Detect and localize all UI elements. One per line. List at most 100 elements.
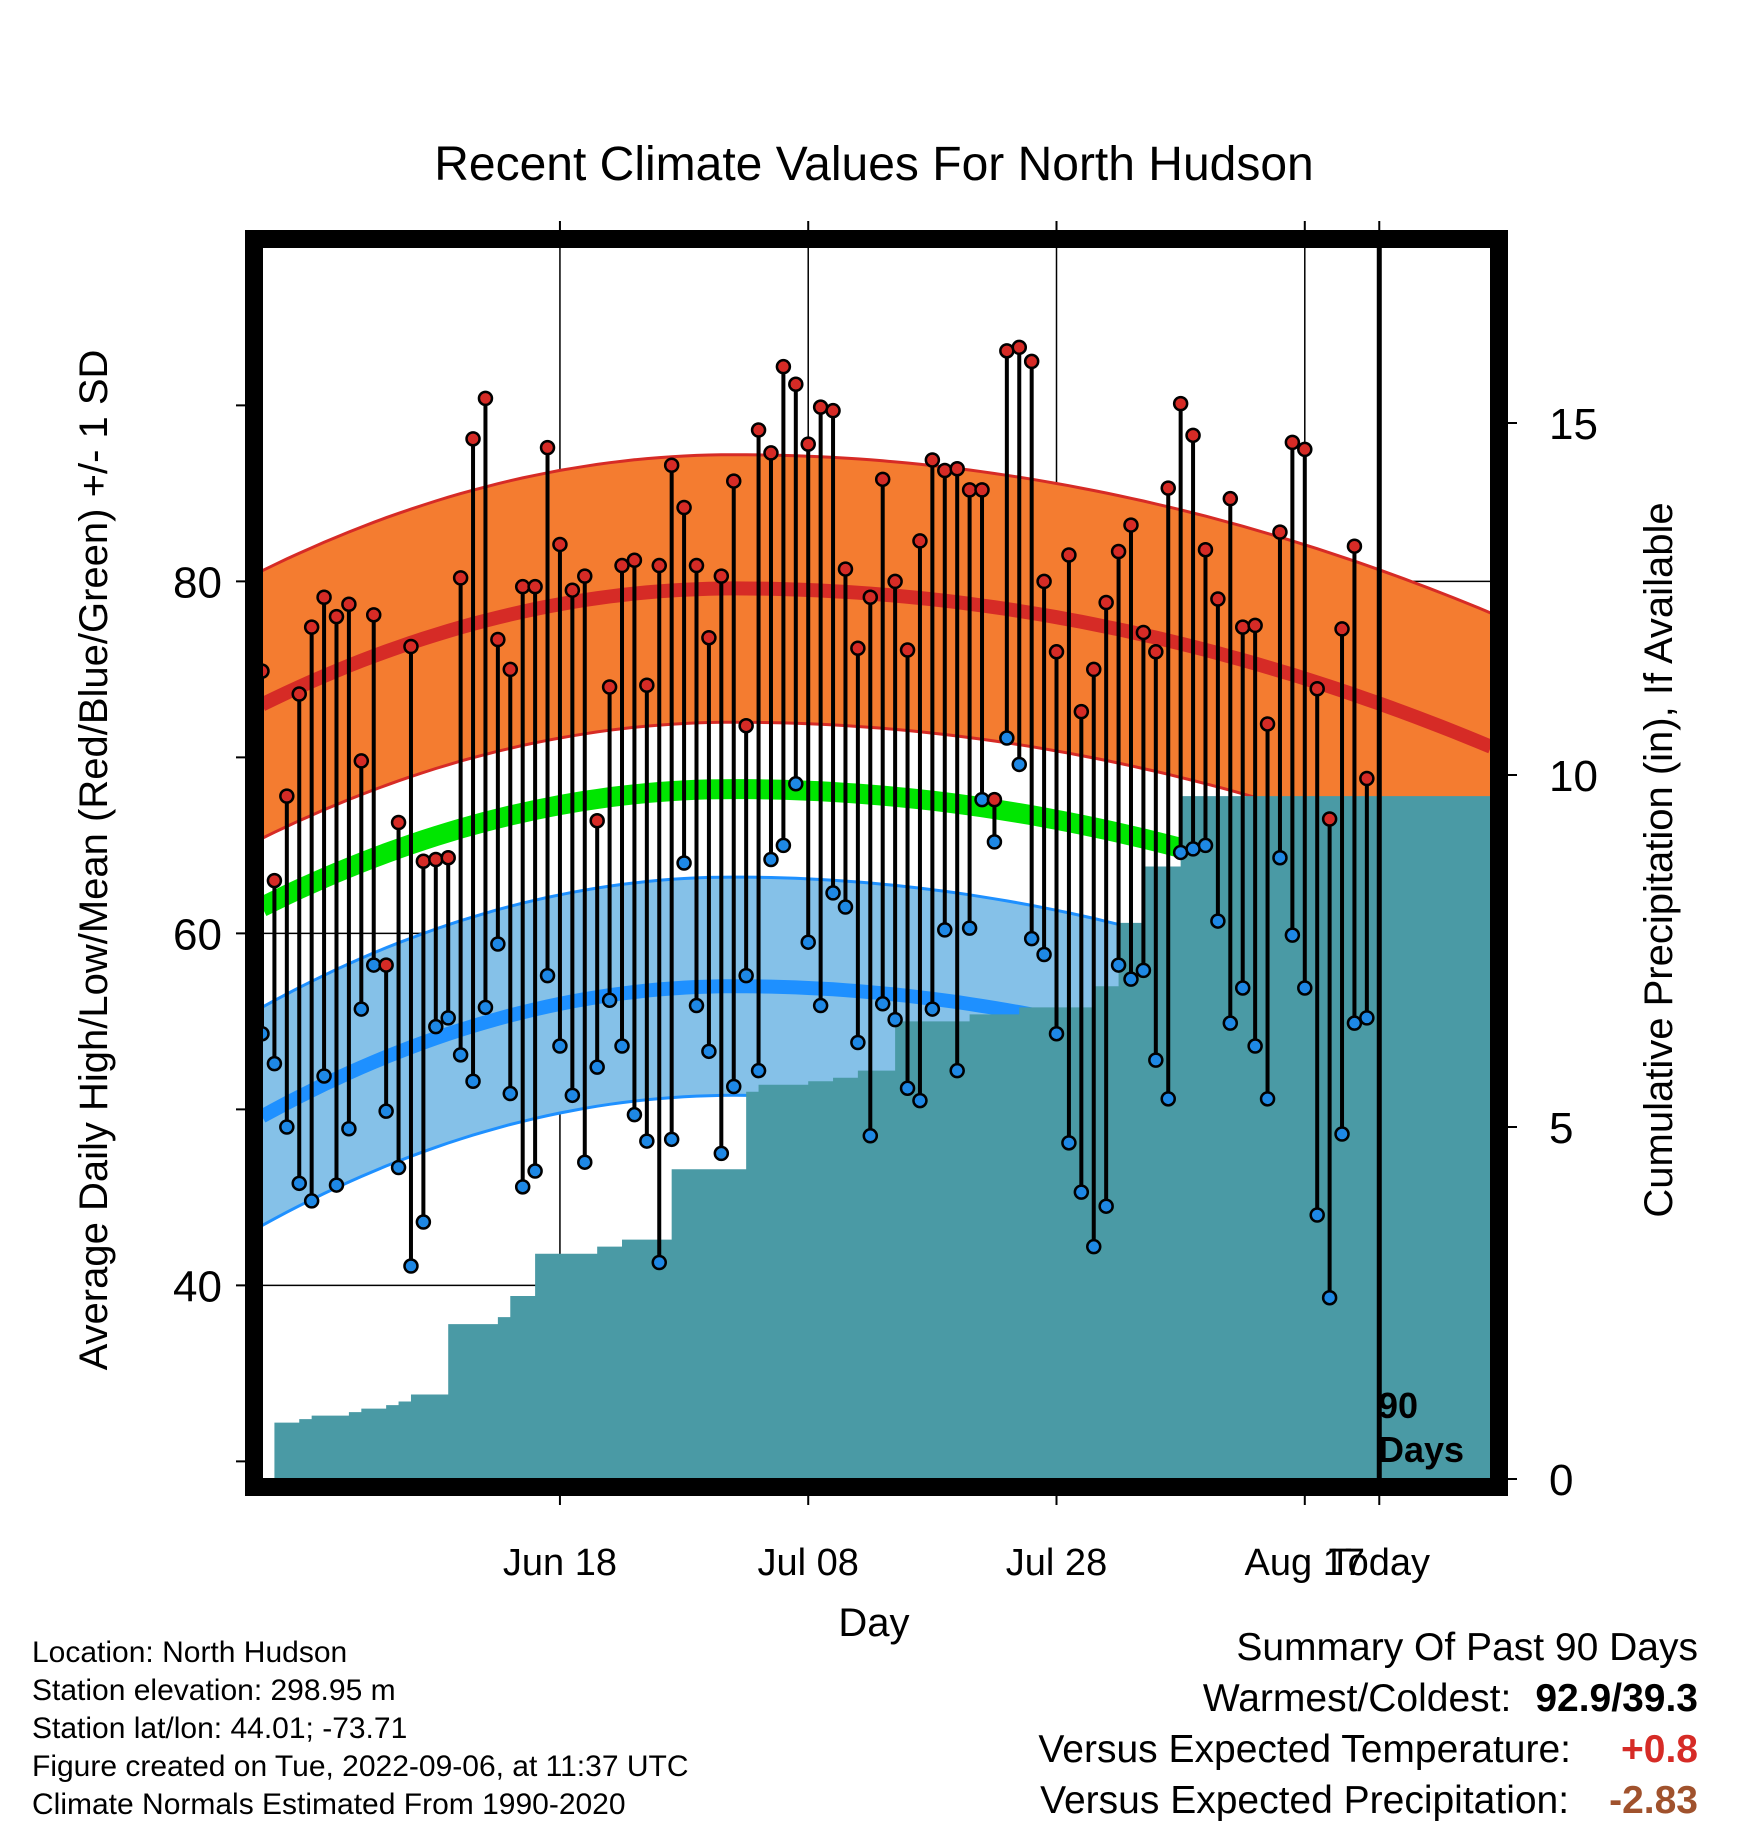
daily-low-point <box>303 1193 320 1209</box>
precip-value: -2.83 <box>1609 1779 1698 1822</box>
x-tick-label: Aug 17 <box>1245 1542 1365 1584</box>
daily-low-point <box>800 934 816 950</box>
daily-high-point <box>1148 644 1164 660</box>
daily-low-point <box>1048 1025 1065 1042</box>
daily-high-point <box>1334 621 1350 637</box>
daily-high-point <box>1135 624 1152 641</box>
daily-high-point <box>303 619 320 635</box>
daily-low-point <box>1247 1038 1263 1054</box>
daily-high-point <box>912 533 928 549</box>
daily-low-point <box>1222 1015 1239 1031</box>
daily-low-point <box>812 997 829 1014</box>
daily-high-point <box>1272 524 1288 540</box>
daily-low-point <box>850 1034 866 1051</box>
daily-low-point <box>465 1073 481 1089</box>
daily-low-point <box>949 1062 965 1079</box>
daily-high-point <box>651 557 668 574</box>
daily-low-point <box>924 1001 941 1017</box>
daily-low-point <box>1197 837 1214 854</box>
daily-low-point <box>663 1131 680 1148</box>
daily-high-point <box>1123 517 1139 533</box>
daily-high-point <box>937 462 953 479</box>
daily-low-point <box>1011 756 1028 773</box>
daily-low-point <box>825 885 841 901</box>
station-elevation: Station elevation: 298.95 m <box>32 1674 396 1707</box>
daily-low-point <box>999 730 1015 746</box>
chart-title: Recent Climate Values For North Hudson <box>434 138 1314 191</box>
daily-low-point <box>1185 841 1201 857</box>
daily-low-point <box>1073 1184 1090 1200</box>
daily-high-point <box>626 552 643 569</box>
daily-high-point <box>328 608 345 625</box>
x-tick-label: Jul 28 <box>1006 1542 1107 1584</box>
daily-range-stems <box>260 347 1369 1298</box>
daily-low-point <box>589 1059 605 1075</box>
daily-high-point <box>1023 353 1040 370</box>
daily-high-point <box>1110 543 1127 560</box>
daily-low-point <box>291 1175 307 1192</box>
daily-high-point <box>924 452 941 468</box>
daily-low-point <box>415 1214 432 1230</box>
summary-panel: Summary Of Past 90 Days Warmest/Coldest:… <box>1038 1622 1698 1826</box>
daily-high-point <box>1197 541 1214 558</box>
daily-low-point <box>986 834 1003 850</box>
y-tick-label-left: 60 <box>173 910 222 959</box>
daily-low-point <box>1085 1238 1102 1255</box>
daily-low-point <box>502 1085 519 1102</box>
high-normal-band <box>262 454 1491 881</box>
daily-high-point <box>763 445 779 461</box>
daily-high-point <box>490 631 506 648</box>
daily-low-point <box>837 899 854 915</box>
daily-low-point <box>1123 971 1139 987</box>
daily-low-point <box>651 1254 668 1271</box>
daily-high-point <box>887 573 903 590</box>
high-band-upper-edge <box>261 453 1492 615</box>
daily-high-point <box>1321 811 1338 827</box>
daily-low-point <box>626 1106 643 1123</box>
y-axis-label-left: Average Daily High/Low/Mean (Red/Blue/Gr… <box>72 350 116 1371</box>
plot-border <box>245 230 1508 1496</box>
daily-high-point <box>862 589 879 605</box>
daily-high-point <box>800 436 816 452</box>
daily-high-point <box>874 471 891 488</box>
daily-low-point <box>912 1092 928 1109</box>
daily-low-point <box>1148 1052 1164 1068</box>
daily-high-point <box>974 482 990 498</box>
daily-high-point <box>899 642 916 658</box>
summary-warmest-row: Warmest/Coldest: 92.9/39.3 <box>1038 1673 1698 1724</box>
daily-low-point <box>688 997 705 1014</box>
station-location: Location: North Hudson <box>32 1636 348 1669</box>
daily-high-point <box>452 570 469 586</box>
y-tick-label-right: 10 <box>1549 752 1598 801</box>
daily-low-point <box>1036 946 1052 963</box>
daily-high-point <box>279 788 295 804</box>
figure-created: Figure created on Tue, 2022-09-06, at 11… <box>32 1750 689 1783</box>
climate-normals: Climate Normals Estimated From 1990-2020 <box>32 1788 626 1821</box>
daily-low-point <box>1334 1126 1350 1142</box>
daily-high-point <box>1297 441 1313 458</box>
temp-value: +0.8 <box>1621 1728 1698 1771</box>
summary-heading: Summary Of Past 90 Days <box>1236 1626 1698 1669</box>
daily-high-point <box>788 376 804 393</box>
temp-label: Versus Expected Temperature: <box>1038 1728 1571 1771</box>
daily-high-point <box>1222 490 1239 507</box>
y-tick-label-right: 5 <box>1549 1104 1573 1153</box>
daily-high-point <box>676 499 692 516</box>
daily-high-point <box>1259 716 1276 732</box>
daily-low-point <box>1297 980 1313 996</box>
daily-high-point <box>341 596 357 613</box>
daily-high-point <box>378 957 394 973</box>
daily-high-point <box>477 390 494 407</box>
daily-low-point <box>365 957 382 973</box>
daily-high-point <box>663 457 680 473</box>
daily-low-point <box>639 1133 655 1149</box>
x-tick-label: Jul 08 <box>758 1542 859 1584</box>
daily-high-point <box>552 536 568 553</box>
y-tick-label-left: 40 <box>173 1262 222 1311</box>
daily-low-point <box>788 776 804 792</box>
daily-low-point <box>452 1047 469 1063</box>
daily-high-point <box>1085 661 1102 678</box>
daily-high-point <box>1234 619 1251 635</box>
daily-low-point <box>527 1163 543 1179</box>
